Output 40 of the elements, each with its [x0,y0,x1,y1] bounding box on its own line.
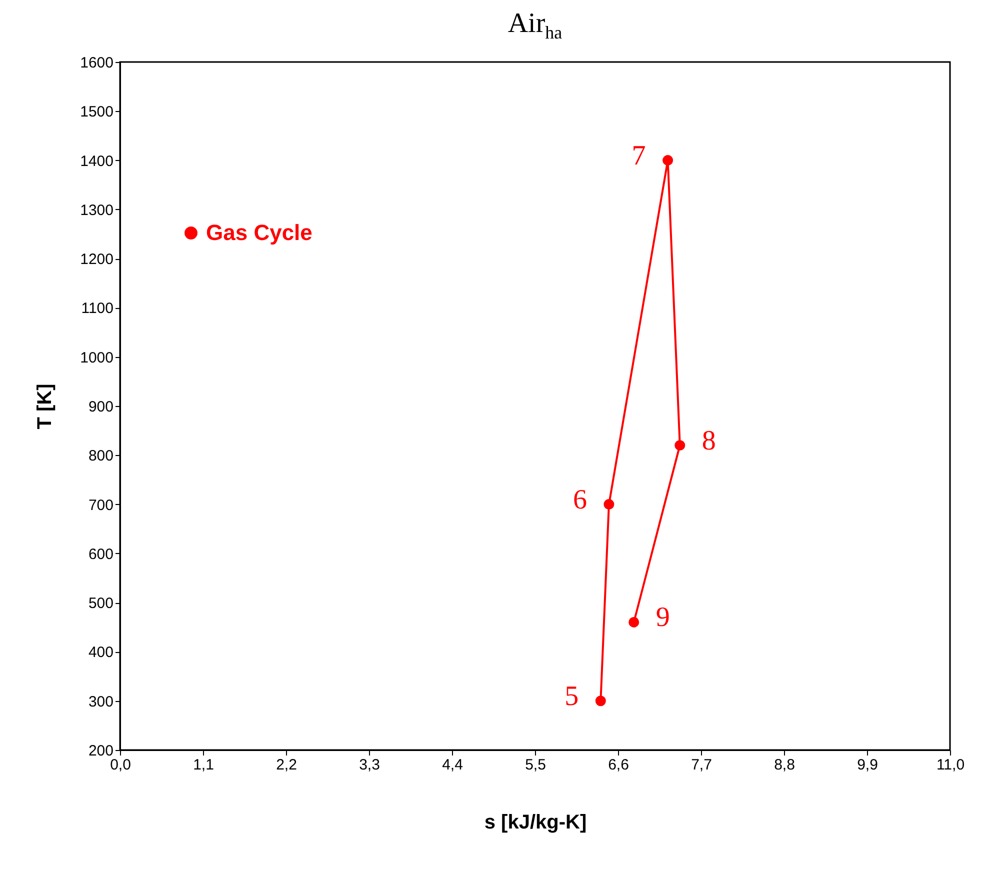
annotation: 8 [702,425,716,456]
x-tick-label: 2,2 [276,756,297,774]
y-tick-label: 700 [88,496,114,514]
y-tick-label: 1500 [80,104,114,121]
y-tick-label: 1400 [80,152,114,170]
annotation: 5 [564,680,579,712]
y-tick-label: 200 [88,742,114,760]
x-tick-label: 0,0 [110,756,131,774]
x-tick-label: 4,4 [442,756,463,774]
chart-title: Air$_{ha}$ [506,8,564,44]
point [604,499,614,510]
x-tick-label: 8,8 [774,756,795,774]
x-tick-label: 9,9 [857,756,878,774]
x-tick-label: 1,1 [193,756,214,774]
annotation: 7 [632,140,646,172]
y-tick-label: 1100 [81,300,114,318]
point [595,696,606,706]
y-tick-label: 500 [88,595,114,612]
annotation: 6 [572,484,587,516]
x-tick-label: 6,6 [608,756,629,774]
x-tick-label: 11,0 [936,756,965,774]
x-tick-label: 3,3 [359,756,380,774]
y-tick-label: 400 [88,644,114,662]
y-tick-label: 1300 [80,202,114,219]
x-axis-title: s [kJ/kg-K] [484,812,587,834]
y-tick-label: 800 [88,448,114,465]
y-tick-label: 1600 [80,54,114,72]
annotation: 9 [656,602,670,634]
y-axis-title: T [K] [34,384,56,430]
point [662,155,674,166]
y-tick-label: 1200 [80,251,114,268]
y-tick-label: 1000 [80,349,114,366]
x-tick-label: 7,7 [691,756,712,774]
point [628,616,640,628]
y-tick-label: 600 [88,546,114,563]
legend-label: Gas Cycle [206,220,312,245]
x-tick-label: 5,5 [525,756,546,774]
point [674,440,686,451]
y-tick-label: 300 [88,693,114,710]
y-tick-label: 900 [88,398,114,416]
